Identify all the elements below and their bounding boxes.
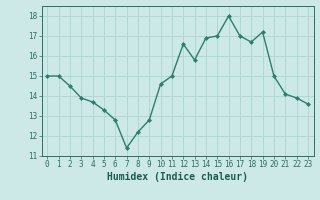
X-axis label: Humidex (Indice chaleur): Humidex (Indice chaleur) <box>107 172 248 182</box>
